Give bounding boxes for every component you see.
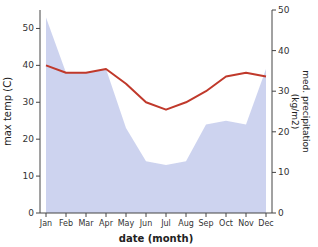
y2-tick-label: 30 (278, 86, 290, 96)
y2-tick-label: 10 (278, 167, 290, 177)
y-tick-label: 20 (23, 134, 35, 144)
y-tick-label: 50 (23, 23, 35, 33)
plot-area (46, 17, 266, 213)
y-tick (36, 28, 40, 29)
y-tick (36, 65, 40, 66)
y-tick-label: 30 (23, 97, 35, 107)
y-tick (36, 102, 40, 103)
y2-axis-label-line: med. precipitation (301, 70, 311, 152)
y-tick-label: 0 (28, 208, 34, 218)
y2-tick-label: 0 (278, 208, 284, 218)
y2-axis-line (272, 10, 273, 213)
y-tick-label: 40 (23, 60, 35, 70)
x-tick (146, 213, 147, 217)
x-tick (126, 213, 127, 217)
x-tick-label: Dec (258, 219, 273, 228)
y-axis-line (40, 10, 41, 213)
y2-axis-label-line: (kg/m2) (290, 94, 300, 129)
chart: 0 10 20 30 40 50 0 10 20 30 40 50 Jan Feb Mar Apr May Jun… (0, 0, 318, 247)
x-tick-label: Sep (198, 219, 213, 228)
y2-tick (272, 172, 276, 173)
y2-tick-label: 50 (278, 5, 290, 15)
x-tick-label: Nov (238, 219, 254, 228)
x-tick-label: Aug (178, 219, 194, 228)
y2-tick (272, 213, 276, 214)
x-tick-label: Oct (219, 219, 233, 228)
x-axis-label: date (month) (119, 233, 193, 244)
x-tick (206, 213, 207, 217)
y2-tick (272, 131, 276, 132)
y2-tick (272, 10, 276, 11)
y2-tick-label: 20 (278, 127, 290, 137)
y2-tick (272, 91, 276, 92)
y2-tick-label: 40 (278, 46, 290, 56)
x-tick-label: Jul (160, 219, 171, 228)
x-tick (186, 213, 187, 217)
x-tick-label: Apr (99, 219, 114, 228)
y2-axis-label: med. precipitation(kg/m2) (290, 70, 311, 152)
x-tick-label: Feb (59, 219, 73, 228)
x-tick-label: Jan (39, 219, 52, 228)
x-tick-label: Mar (78, 219, 94, 228)
x-axis-line (40, 213, 272, 214)
x-tick (86, 213, 87, 217)
y2-tick (272, 50, 276, 51)
x-tick (226, 213, 227, 217)
x-tick (266, 213, 267, 217)
temperature-line (46, 65, 266, 109)
x-tick (46, 213, 47, 217)
x-tick (166, 213, 167, 217)
y-tick (36, 176, 40, 177)
y-tick (36, 139, 40, 140)
x-tick-label: May (118, 219, 135, 228)
y-tick (36, 213, 40, 214)
x-tick (106, 213, 107, 217)
x-tick (246, 213, 247, 217)
precipitation-area (46, 17, 266, 213)
x-tick (66, 213, 67, 217)
x-tick-label: Jun (139, 219, 153, 228)
y-axis-label: max temp (C) (2, 77, 13, 146)
y-tick-label: 10 (23, 171, 35, 181)
axes: 0 10 20 30 40 50 0 10 20 30 40 50 Jan Feb Mar Apr May Jun… (23, 5, 290, 228)
